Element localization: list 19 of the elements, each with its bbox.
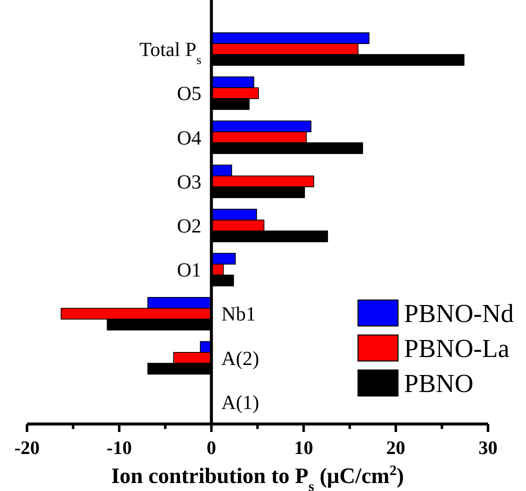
- y-tick-label: O5: [176, 83, 202, 106]
- x-tick-label: 20: [386, 438, 406, 459]
- y-tick-label: Total P$_{s}$: [139, 39, 202, 67]
- legend-label: PBNO-La: [404, 334, 510, 364]
- y-tick-label: A(1): [221, 392, 260, 414]
- y-tick-label: O1: [176, 260, 202, 282]
- x-tick-label: -20: [14, 438, 40, 459]
- y-tick-label: O4: [176, 127, 202, 150]
- legend-label: PBNO: [404, 369, 474, 398]
- y-tick-label: Nb1: [221, 304, 256, 326]
- y-tick-label: O3: [176, 171, 202, 194]
- x-tick-label: 10: [294, 438, 314, 459]
- x-tick-label: 30: [478, 438, 498, 459]
- x-tick-label: 0: [206, 438, 216, 459]
- y-tick-label: A(2): [221, 348, 260, 370]
- y-tick-label: O2: [176, 216, 202, 238]
- x-axis-title: Ion contribution to P$_{s}$ (μC/cm$^{2}$): [111, 463, 404, 491]
- legend-label: PBNO-Nd: [404, 299, 514, 328]
- x-tick-label: -10: [106, 438, 132, 459]
